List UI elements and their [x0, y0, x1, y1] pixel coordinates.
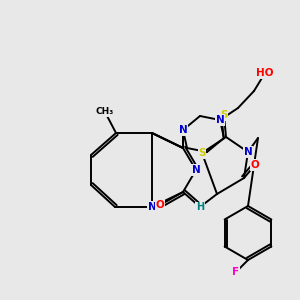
Text: F: F: [232, 267, 240, 277]
Text: S: S: [198, 148, 206, 158]
Text: S: S: [220, 110, 228, 120]
Text: N: N: [148, 202, 156, 212]
Text: N: N: [178, 125, 188, 135]
Text: N: N: [192, 165, 200, 175]
Text: HO: HO: [256, 68, 274, 78]
Text: H: H: [196, 202, 204, 212]
Text: O: O: [156, 200, 164, 210]
Text: CH₃: CH₃: [96, 107, 114, 116]
Text: N: N: [244, 147, 252, 157]
Text: N: N: [216, 115, 224, 125]
Text: O: O: [250, 160, 260, 170]
